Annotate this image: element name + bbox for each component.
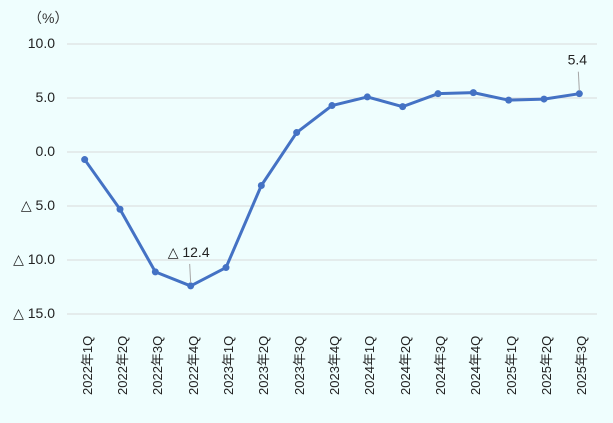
data-label: 5.4 (568, 52, 588, 68)
y-tick-label: △ 15.0 (13, 305, 55, 321)
data-label: △ 12.4 (168, 244, 210, 260)
data-point (81, 156, 89, 164)
x-tick-label: 2023年4Q (327, 335, 342, 395)
data-point (116, 205, 124, 213)
x-tick-label: 2024年1Q (362, 335, 378, 395)
data-point (328, 102, 336, 110)
x-tick-label: 2022年4Q (185, 335, 201, 395)
y-axis-unit-label: （%） (28, 10, 69, 26)
data-point (151, 268, 159, 276)
data-point (222, 264, 230, 272)
data-point (505, 96, 513, 104)
y-tick-label: 0.0 (35, 143, 55, 159)
y-tick-label: △ 10.0 (13, 251, 55, 267)
data-point (434, 90, 442, 98)
x-tick-label: 2024年4Q (468, 335, 484, 395)
y-axis-ticks: 10.0 5.0 0.0 △ 5.0 △ 10.0 △ 15.0 (0, 0, 55, 423)
y-tick-label: 10.0 (27, 35, 55, 51)
x-tick-label: 2025年2Q (539, 335, 554, 395)
data-point (399, 103, 407, 111)
x-tick-label: 2023年2Q (256, 335, 272, 395)
x-tick-label: 2024年3Q (433, 335, 448, 395)
x-tick-label: 2023年1Q (221, 335, 236, 395)
data-point (293, 129, 301, 137)
data-point (363, 93, 371, 101)
x-tick-label: 2025年3Q (574, 335, 590, 395)
data-point (575, 90, 583, 98)
x-tick-label: 2022年3Q (150, 335, 166, 395)
x-tick-label: 2023年3Q (291, 335, 307, 395)
annotation-leader-line (189, 263, 192, 283)
annotation-leader-line (577, 71, 580, 91)
y-tick-label: 5.0 (35, 89, 55, 105)
data-point (187, 282, 195, 290)
series-line (83, 91, 580, 288)
data-point (540, 95, 548, 103)
y-tick-label: △ 5.0 (20, 197, 55, 213)
data-point (257, 181, 265, 189)
data-point (469, 89, 477, 97)
x-tick-label: 2022年2Q (115, 335, 130, 395)
x-tick-label: 2022年1Q (79, 335, 95, 395)
x-tick-label: 2024年2Q (397, 335, 413, 395)
x-tick-label: 2025年1Q (503, 335, 519, 395)
